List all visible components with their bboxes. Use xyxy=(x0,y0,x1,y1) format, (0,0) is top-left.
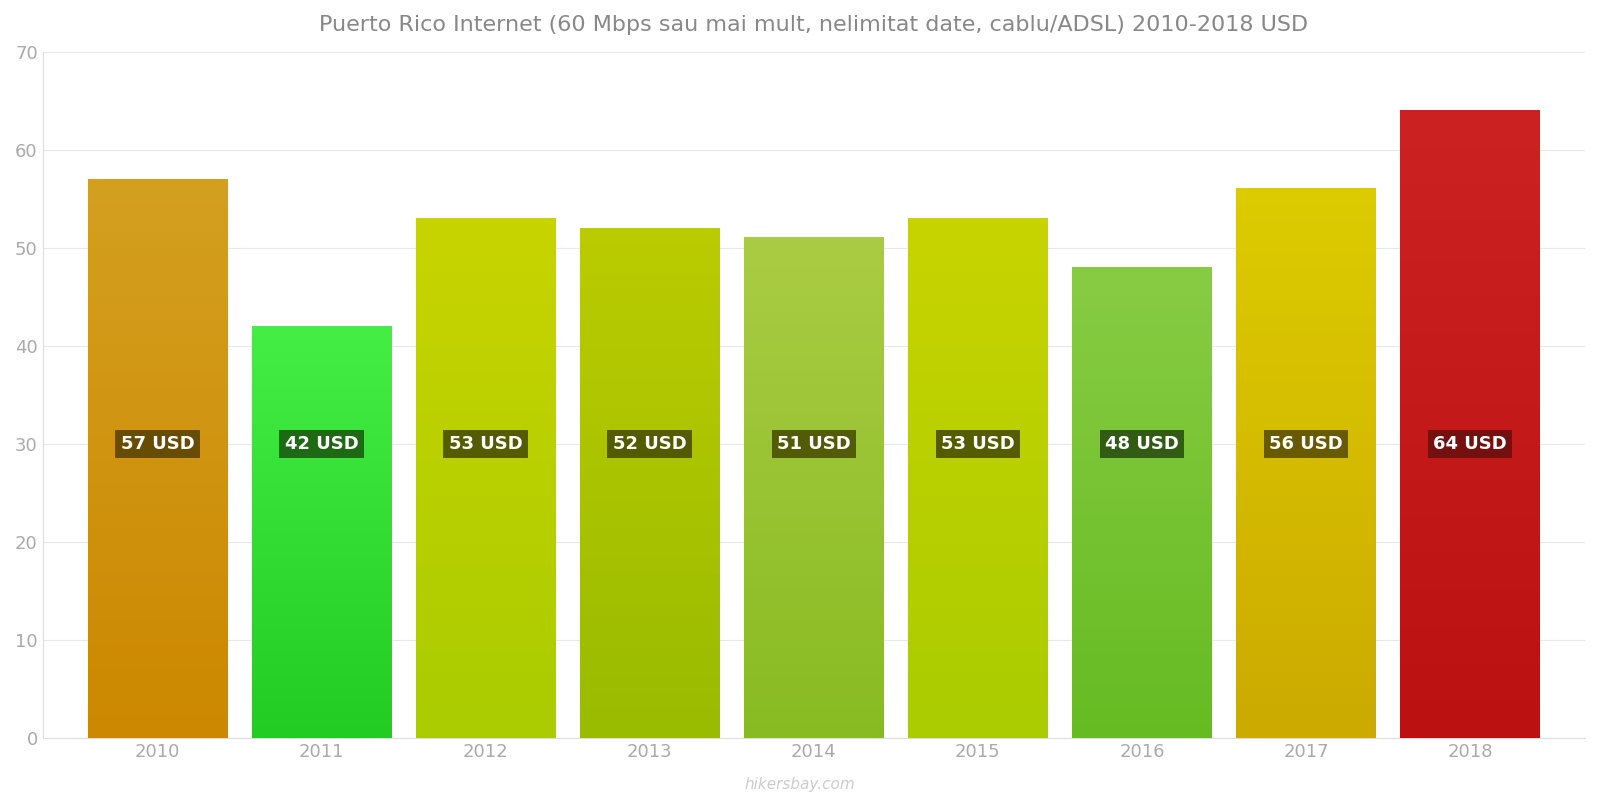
Text: 51 USD: 51 USD xyxy=(778,435,851,453)
Text: 56 USD: 56 USD xyxy=(1269,435,1342,453)
Text: 42 USD: 42 USD xyxy=(285,435,358,453)
Text: 53 USD: 53 USD xyxy=(448,435,523,453)
Text: 48 USD: 48 USD xyxy=(1106,435,1179,453)
Text: 64 USD: 64 USD xyxy=(1434,435,1507,453)
Text: hikersbay.com: hikersbay.com xyxy=(744,777,856,792)
Title: Puerto Rico Internet (60 Mbps sau mai mult, nelimitat date, cablu/ADSL) 2010-201: Puerto Rico Internet (60 Mbps sau mai mu… xyxy=(320,15,1309,35)
Text: 53 USD: 53 USD xyxy=(941,435,1014,453)
Text: 52 USD: 52 USD xyxy=(613,435,686,453)
Text: 57 USD: 57 USD xyxy=(120,435,194,453)
